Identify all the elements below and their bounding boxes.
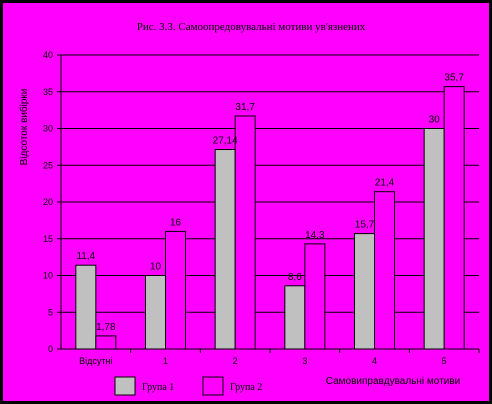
bar [214,149,236,350]
data-labels: 11,4 1,78 10 16 27,14 31,7 8,6 14,3 15,7 21,4 30 35… [76,73,464,333]
data-label: 27,14 [213,136,238,147]
bar [354,233,375,350]
y-tick-label: 10 [43,271,53,281]
data-label: 21,4 [375,178,395,189]
x-tick-label: 5 [442,356,447,366]
y-tick-label: 35 [43,87,53,97]
data-label: 14,3 [305,230,325,241]
bar-chart: Рис. 3.3. Самоопредовувальні мотиви ув'я… [18,21,480,396]
x-tick-label: 4 [372,356,377,366]
x-tick-label: 2 [233,356,238,366]
y-tick-label: 25 [43,160,53,170]
y-tick-label: 5 [48,307,53,317]
x-axis-label: Самовиправдувальні мотиви [326,376,460,387]
data-label: 8,6 [288,272,302,283]
bar [374,191,395,350]
data-label: 35,7 [444,73,464,84]
axes: 0 5 10 15 20 25 30 35 40 Відсутні 1 2 3 4 5 [43,50,480,366]
bars [75,86,465,350]
y-tick-label: 40 [43,50,53,60]
y-tick-label: 20 [43,197,53,207]
y-tick-label: 15 [43,234,53,244]
x-tick-label: 3 [302,356,307,366]
chart-frame: Рис. 3.3. Самоопредовувальні мотиви ув'я… [3,3,489,401]
data-label: 11,4 [76,251,95,262]
legend-swatch [114,376,136,396]
bar [423,128,445,350]
y-axis-label: Відсоток вибірки [18,89,30,166]
bar [145,275,166,350]
gridlines [61,54,479,313]
data-label: 1,78 [96,322,116,333]
data-label: 10 [150,262,162,273]
legend-label: Група 1 [142,382,174,393]
x-tick-label: Відсутні [79,356,112,366]
bar [75,264,97,350]
y-tick-label: 30 [43,124,53,134]
data-label: 31,7 [235,102,255,113]
data-label: 15,7 [355,220,375,231]
bar [443,86,465,350]
x-tick-label: 1 [163,356,168,366]
bar [165,230,186,350]
legend-swatch [202,376,224,396]
y-tick-label: 0 [48,344,53,354]
bar [284,285,306,350]
bar [95,335,117,350]
legend-label: Група 2 [230,382,262,393]
data-label: 30 [429,115,441,126]
chart-title: Рис. 3.3. Самоопредовувальні мотиви ув'я… [137,21,366,33]
legend: Група 1 Група 2 [114,376,262,396]
bar [234,115,256,350]
bar [304,243,326,350]
data-label: 16 [170,217,182,228]
